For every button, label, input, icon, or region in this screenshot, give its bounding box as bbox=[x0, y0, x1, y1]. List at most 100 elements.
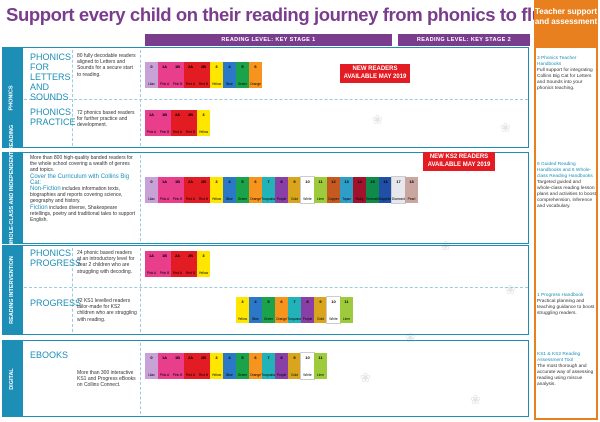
phonics-group bbox=[22, 47, 529, 148]
band-name: Pearl bbox=[407, 197, 416, 201]
band-number: 0 bbox=[150, 64, 153, 69]
band-number: 4 bbox=[228, 179, 231, 184]
band-name: Green bbox=[237, 373, 248, 377]
band-green: 5 Green bbox=[236, 353, 249, 379]
band-orange: 6 Orange bbox=[249, 62, 262, 88]
assessment-guided-body: Targeted guided and whole-class reading … bbox=[537, 180, 596, 209]
band-number: 1B bbox=[174, 179, 181, 184]
band-pink-b: 1B Pink B bbox=[171, 62, 184, 88]
progress-description: 72 KS1 levelled readers tailor-made for … bbox=[77, 298, 137, 323]
band-name: Pink B bbox=[172, 82, 183, 86]
band-number: 3 bbox=[241, 299, 244, 304]
band-name: Pink A bbox=[159, 82, 170, 86]
band-name: White bbox=[303, 197, 312, 201]
band-name: Lime bbox=[316, 197, 325, 201]
band-name: Gold bbox=[317, 317, 324, 321]
band-number: 2A bbox=[187, 179, 194, 184]
band-number: 0 bbox=[150, 355, 153, 360]
band-number: 10 bbox=[305, 355, 310, 360]
assessment-phonics: 3 Phonics Teacher Handbooks Full support… bbox=[537, 56, 596, 92]
band-red-b: 2B Red B bbox=[197, 62, 210, 88]
band-green: 5 Green bbox=[262, 297, 275, 323]
band-name: White bbox=[303, 373, 312, 377]
band-number: 11 bbox=[318, 179, 323, 184]
band-name: Green bbox=[237, 82, 248, 86]
band-gold: 9 Gold bbox=[288, 353, 301, 379]
band-name: Sapphire bbox=[378, 197, 393, 201]
band-pink-a: 1A Pink A bbox=[158, 62, 171, 88]
band-gold: 9 Gold bbox=[314, 297, 327, 323]
band-number: 2B bbox=[187, 253, 194, 258]
column-divider bbox=[140, 155, 141, 241]
band-name: Lime bbox=[316, 373, 325, 377]
phonics-progress-label: PHONICS PROGRESS bbox=[30, 248, 82, 268]
band-name: Emerald bbox=[366, 197, 379, 201]
band-number: 1B bbox=[161, 112, 168, 117]
band-number: 3 bbox=[215, 355, 218, 360]
reading-level-ks2-bar: READING LEVEL: KEY STAGE 2 bbox=[398, 34, 530, 46]
band-name: Pink A bbox=[159, 373, 170, 377]
band-number: 8 bbox=[280, 355, 283, 360]
band-pink-a: 1A Pink A bbox=[158, 177, 171, 203]
band-name: Purple bbox=[276, 373, 287, 377]
band-name: Lime bbox=[342, 317, 351, 321]
band-number: 1B bbox=[174, 64, 181, 69]
fiction-text: includes diverse, Shakespeare retellings… bbox=[30, 204, 136, 224]
band-number: 8 bbox=[280, 179, 283, 184]
band-turquoise: 7 Turquoise bbox=[261, 177, 276, 203]
band-blue: 4 Blue bbox=[223, 62, 236, 88]
band-number: 2B bbox=[200, 179, 207, 184]
band-yellow: 3 Yellow bbox=[210, 353, 223, 379]
band-name: Gold bbox=[291, 373, 298, 377]
band-strip-phonics-practice: 1A Pink A 1B Pink B 2A Red A 2B Red B 3 Yellow bbox=[145, 110, 210, 136]
band-name: Turquoise bbox=[261, 197, 276, 201]
band-name: Purple bbox=[302, 317, 313, 321]
new-readers-tag: NEW READERS AVAILABLE MAY 2019 bbox=[340, 64, 410, 83]
guided-reading-description: More than 800 high-quality banded reader… bbox=[30, 155, 137, 223]
band-number: 16 bbox=[383, 179, 388, 184]
band-number: 3 bbox=[202, 253, 205, 258]
band-number: 2B bbox=[200, 355, 207, 360]
page-title: Support every child on their reading jou… bbox=[6, 4, 584, 25]
band-number: 1B bbox=[174, 355, 181, 360]
band-number: 10 bbox=[305, 179, 310, 184]
non-fiction-heading: Non-Fiction bbox=[30, 186, 61, 193]
band-purple: 8 Purple bbox=[275, 353, 288, 379]
band-name: Blue bbox=[252, 317, 259, 321]
band-orange: 6 Orange bbox=[249, 177, 262, 203]
band-number: 8 bbox=[306, 299, 309, 304]
band-number: 11 bbox=[318, 355, 323, 360]
phonics-letters-sounds-label: PHONICS FOR LETTERS AND SOUNDS bbox=[30, 52, 72, 102]
band-number: 18 bbox=[409, 179, 414, 184]
band-name: Lilac bbox=[148, 197, 155, 201]
band-lilac: 0 Lilac bbox=[145, 177, 158, 203]
band-number: 2B bbox=[187, 112, 194, 117]
band-lime: 11 Lime bbox=[340, 297, 353, 323]
band-ruby: 14 Ruby bbox=[353, 177, 366, 203]
band-number: 5 bbox=[241, 64, 244, 69]
band-number: 12 bbox=[331, 179, 336, 184]
paw-print-icon: ❀ bbox=[500, 120, 511, 135]
reading-level-ks1-bar: READING LEVEL: KEY STAGE 1 bbox=[145, 34, 392, 46]
sidebar-digital: DIGITAL bbox=[2, 340, 22, 417]
band-number: 15 bbox=[370, 179, 375, 184]
band-white: 10 White bbox=[300, 176, 315, 204]
band-number: 0 bbox=[150, 179, 153, 184]
band-number: 1A bbox=[148, 253, 155, 258]
band-sapphire: 16 Sapphire bbox=[379, 177, 392, 203]
band-number: 4 bbox=[228, 64, 231, 69]
band-number: 5 bbox=[267, 299, 270, 304]
band-orange: 6 Orange bbox=[249, 353, 262, 379]
band-name: Topaz bbox=[342, 197, 351, 201]
band-name: Red A bbox=[173, 130, 182, 134]
band-name: Pink B bbox=[172, 197, 183, 201]
band-number: 1A bbox=[161, 179, 168, 184]
band-number: 6 bbox=[280, 299, 283, 304]
band-name: Green bbox=[237, 197, 248, 201]
progress-label: PROGRESS bbox=[30, 298, 82, 308]
band-number: 17 bbox=[396, 179, 401, 184]
band-number: 2B bbox=[200, 64, 207, 69]
band-name: Orange bbox=[250, 197, 261, 201]
band-topaz: 13 Topaz bbox=[340, 177, 353, 203]
band-white: 10 White bbox=[300, 352, 315, 380]
